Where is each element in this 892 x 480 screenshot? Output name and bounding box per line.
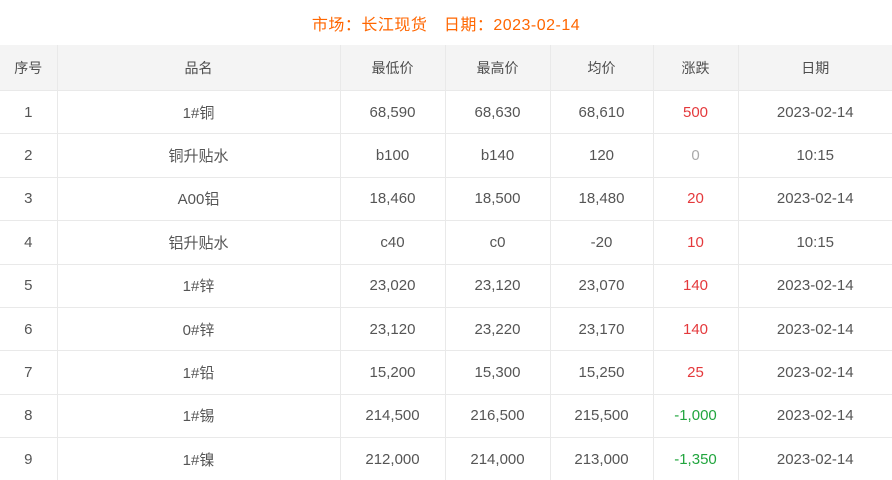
average-price: 213,000 — [549, 437, 654, 480]
average-price: 120 — [549, 133, 654, 178]
table-row: 2 铜升贴水 b100 b140 120 0 10:15 — [0, 133, 892, 178]
market-date-title: 市场：长江现货 日期：2023-02-14 — [311, 16, 581, 34]
table-row: 7 1#铅 15,200 15,300 15,250 25 2023-02-14 — [0, 350, 892, 395]
highest-price: 23,220 — [444, 306, 551, 352]
table-row: 3 A00铝 18,460 18,500 18,480 20 2023-02-14 — [0, 176, 892, 222]
price-table: 序号 品名 最低价 最高价 均价 涨跌 日期 1 1#铜 68,590 68,630 6… — [0, 44, 892, 480]
average-price: 215,500 — [549, 393, 654, 439]
row-index: 6 — [0, 306, 58, 352]
change-value: 0 — [652, 133, 739, 178]
product-name: 1#锡 — [56, 393, 341, 439]
lowest-price: 18,460 — [339, 176, 446, 222]
product-name: 0#锌 — [56, 306, 341, 352]
average-price: 18,480 — [549, 176, 654, 222]
change-value: -1,350 — [652, 437, 739, 480]
col-header-highest: 最高价 — [444, 44, 551, 91]
change-value: 500 — [652, 89, 739, 135]
lowest-price: c40 — [339, 220, 446, 265]
change-value: 140 — [652, 263, 739, 308]
date-value: 2023-02-14 — [737, 306, 892, 352]
average-price: 15,250 — [549, 350, 654, 395]
average-price: 68,610 — [549, 89, 654, 135]
highest-price: 15,300 — [444, 350, 551, 395]
change-value: 140 — [652, 306, 739, 352]
date-value: 2023-02-14 — [737, 176, 892, 222]
row-index: 4 — [0, 220, 58, 265]
lowest-price: 214,500 — [339, 393, 446, 439]
header-row: 序号 品名 最低价 最高价 均价 涨跌 日期 — [0, 44, 892, 91]
date-value: 2023-02-14 — [737, 263, 892, 308]
lowest-price: 23,020 — [339, 263, 446, 308]
product-name: 1#锌 — [56, 263, 341, 308]
lowest-price: 68,590 — [339, 89, 446, 135]
lowest-price: 23,120 — [339, 306, 446, 352]
highest-price: b140 — [444, 133, 551, 178]
row-index: 1 — [0, 89, 58, 135]
col-header-date: 日期 — [737, 44, 892, 91]
row-index: 8 — [0, 393, 58, 439]
date-value: 2023-02-14 — [737, 350, 892, 395]
highest-price: c0 — [444, 220, 551, 265]
product-name: 1#镍 — [56, 437, 341, 480]
change-value: 10 — [652, 220, 739, 265]
average-price: -20 — [549, 220, 654, 265]
product-name: 1#铅 — [56, 350, 341, 395]
table-row: 9 1#镍 212,000 214,000 213,000 -1,350 2023-02-1… — [0, 437, 892, 480]
average-price: 23,070 — [549, 263, 654, 308]
lowest-price: 212,000 — [339, 437, 446, 480]
highest-price: 68,630 — [444, 89, 551, 135]
col-header-index: 序号 — [0, 44, 58, 91]
product-name: 1#铜 — [56, 89, 341, 135]
table-row: 6 0#锌 23,120 23,220 23,170 140 2023-02-14 — [0, 306, 892, 352]
highest-price: 216,500 — [444, 393, 551, 439]
date-value: 10:15 — [737, 133, 892, 178]
row-index: 9 — [0, 437, 58, 480]
col-header-change: 涨跌 — [652, 44, 739, 91]
date-value: 10:15 — [737, 220, 892, 265]
col-header-product: 品名 — [56, 44, 341, 91]
highest-price: 214,000 — [444, 437, 551, 480]
table-header: 序号 品名 最低价 最高价 均价 涨跌 日期 — [0, 44, 892, 91]
change-value: -1,000 — [652, 393, 739, 439]
date-value: 2023-02-14 — [737, 89, 892, 135]
table-row: 8 1#锡 214,500 216,500 215,500 -1,000 2023-02-1… — [0, 393, 892, 439]
row-index: 3 — [0, 176, 58, 222]
table-row: 4 铝升贴水 c40 c0 -20 10 10:15 — [0, 220, 892, 265]
row-index: 2 — [0, 133, 58, 178]
product-name: A00铝 — [56, 176, 341, 222]
table-row: 1 1#铜 68,590 68,630 68,610 500 2023-02-14 — [0, 89, 892, 135]
date-value: 2023-02-14 — [737, 393, 892, 439]
table-row: 5 1#锌 23,020 23,120 23,070 140 2023-02-14 — [0, 263, 892, 308]
col-header-average: 均价 — [549, 44, 654, 91]
lowest-price: b100 — [339, 133, 446, 178]
product-name: 铝升贴水 — [56, 220, 341, 265]
lowest-price: 15,200 — [339, 350, 446, 395]
row-index: 5 — [0, 263, 58, 308]
change-value: 25 — [652, 350, 739, 395]
change-value: 20 — [652, 176, 739, 222]
date-value: 2023-02-14 — [737, 437, 892, 480]
highest-price: 18,500 — [444, 176, 551, 222]
row-index: 7 — [0, 350, 58, 395]
highest-price: 23,120 — [444, 263, 551, 308]
col-header-lowest: 最低价 — [339, 44, 446, 91]
table-body: 1 1#铜 68,590 68,630 68,610 500 2023-02-14 2 铜升贴水… — [0, 89, 892, 480]
average-price: 23,170 — [549, 306, 654, 352]
product-name: 铜升贴水 — [56, 133, 341, 178]
